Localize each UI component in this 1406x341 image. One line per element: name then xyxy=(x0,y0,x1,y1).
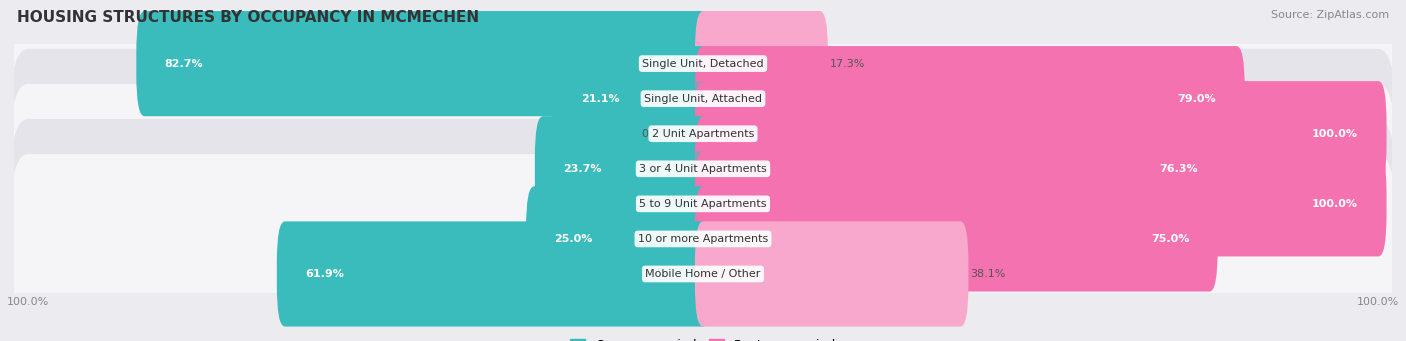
Text: 0.0%: 0.0% xyxy=(641,129,669,139)
FancyBboxPatch shape xyxy=(695,151,1386,256)
Text: Single Unit, Attached: Single Unit, Attached xyxy=(644,94,762,104)
Text: 25.0%: 25.0% xyxy=(554,234,593,244)
Text: 21.1%: 21.1% xyxy=(581,94,620,104)
FancyBboxPatch shape xyxy=(277,221,711,327)
Legend: Owner-occupied, Renter-occupied: Owner-occupied, Renter-occupied xyxy=(565,334,841,341)
FancyBboxPatch shape xyxy=(553,46,711,151)
FancyBboxPatch shape xyxy=(7,0,1399,219)
FancyBboxPatch shape xyxy=(695,221,969,327)
FancyBboxPatch shape xyxy=(7,49,1399,289)
Text: 10 or more Apartments: 10 or more Apartments xyxy=(638,234,768,244)
Text: 3 or 4 Unit Apartments: 3 or 4 Unit Apartments xyxy=(640,164,766,174)
Text: 76.3%: 76.3% xyxy=(1160,164,1198,174)
Text: HOUSING STRUCTURES BY OCCUPANCY IN MCMECHEN: HOUSING STRUCTURES BY OCCUPANCY IN MCMEC… xyxy=(17,10,479,25)
Text: Mobile Home / Other: Mobile Home / Other xyxy=(645,269,761,279)
FancyBboxPatch shape xyxy=(695,11,828,116)
FancyBboxPatch shape xyxy=(534,116,711,221)
Text: 5 to 9 Unit Apartments: 5 to 9 Unit Apartments xyxy=(640,199,766,209)
Text: Source: ZipAtlas.com: Source: ZipAtlas.com xyxy=(1271,10,1389,20)
FancyBboxPatch shape xyxy=(7,84,1399,324)
Text: 38.1%: 38.1% xyxy=(970,269,1005,279)
FancyBboxPatch shape xyxy=(668,151,711,256)
FancyBboxPatch shape xyxy=(7,119,1399,341)
Text: 82.7%: 82.7% xyxy=(165,59,204,69)
Text: 23.7%: 23.7% xyxy=(564,164,602,174)
Text: 17.3%: 17.3% xyxy=(830,59,865,69)
FancyBboxPatch shape xyxy=(7,0,1399,183)
Text: 79.0%: 79.0% xyxy=(1178,94,1216,104)
FancyBboxPatch shape xyxy=(695,116,1226,221)
Text: 75.0%: 75.0% xyxy=(1152,234,1189,244)
Text: 0.0%: 0.0% xyxy=(641,199,669,209)
FancyBboxPatch shape xyxy=(695,186,1218,292)
FancyBboxPatch shape xyxy=(7,14,1399,254)
FancyBboxPatch shape xyxy=(668,81,711,186)
Text: 100.0%: 100.0% xyxy=(1312,129,1358,139)
FancyBboxPatch shape xyxy=(526,186,711,292)
Text: Single Unit, Detached: Single Unit, Detached xyxy=(643,59,763,69)
Text: 61.9%: 61.9% xyxy=(305,269,344,279)
FancyBboxPatch shape xyxy=(695,46,1244,151)
FancyBboxPatch shape xyxy=(695,81,1386,186)
FancyBboxPatch shape xyxy=(136,11,711,116)
FancyBboxPatch shape xyxy=(7,154,1399,341)
Text: 2 Unit Apartments: 2 Unit Apartments xyxy=(652,129,754,139)
Text: 100.0%: 100.0% xyxy=(1312,199,1358,209)
